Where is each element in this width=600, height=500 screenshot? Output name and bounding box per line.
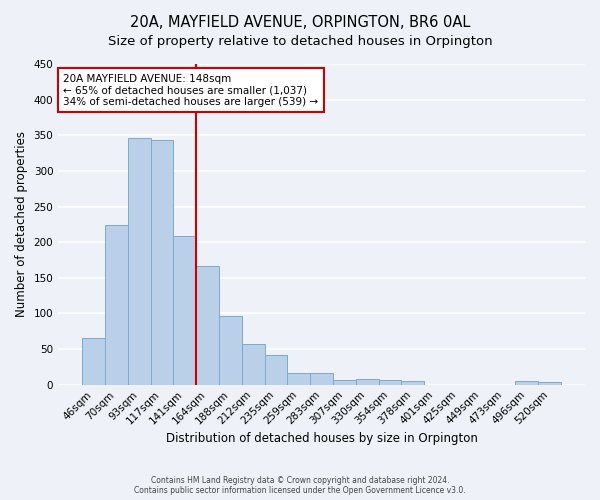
Text: 20A, MAYFIELD AVENUE, ORPINGTON, BR6 0AL: 20A, MAYFIELD AVENUE, ORPINGTON, BR6 0AL [130,15,470,30]
Bar [196,266,219,384]
Bar [333,380,356,384]
Bar [173,236,196,384]
Y-axis label: Number of detached properties: Number of detached properties [15,132,28,318]
Text: 20A MAYFIELD AVENUE: 148sqm
← 65% of detached houses are smaller (1,037)
34% of : 20A MAYFIELD AVENUE: 148sqm ← 65% of det… [64,74,319,107]
Bar [356,379,379,384]
Bar [105,225,128,384]
Bar [379,380,401,384]
Bar [82,338,105,384]
Bar [287,374,310,384]
Bar [219,316,242,384]
Text: Contains HM Land Registry data © Crown copyright and database right 2024.
Contai: Contains HM Land Registry data © Crown c… [134,476,466,495]
Text: Size of property relative to detached houses in Orpington: Size of property relative to detached ho… [107,35,493,48]
Bar [265,355,287,384]
Bar [242,344,265,385]
Bar [128,138,151,384]
Bar [515,381,538,384]
Bar [401,381,424,384]
X-axis label: Distribution of detached houses by size in Orpington: Distribution of detached houses by size … [166,432,478,445]
Bar [538,382,561,384]
Bar [310,374,333,384]
Bar [151,140,173,384]
